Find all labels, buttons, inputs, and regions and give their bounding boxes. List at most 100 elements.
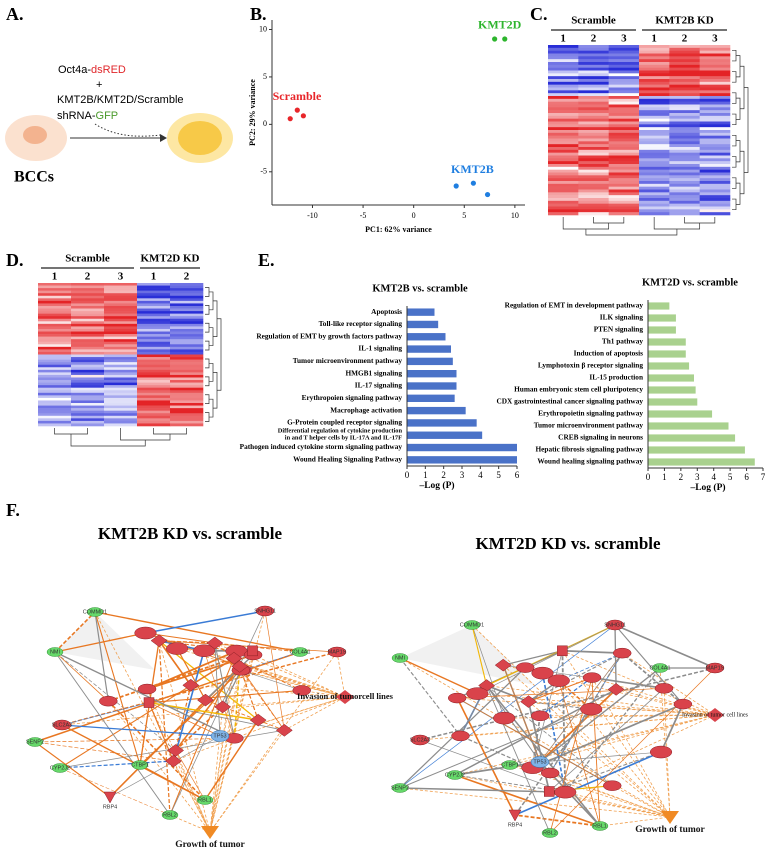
category-label: CDX gastrointestinal cancer signaling pa… xyxy=(497,397,644,406)
heatmap-cell xyxy=(669,73,700,77)
edge xyxy=(549,714,716,792)
text: dsRED xyxy=(91,64,126,76)
heatmap-cell xyxy=(669,45,700,49)
node xyxy=(501,760,519,770)
node xyxy=(391,783,409,793)
heatmap-cell xyxy=(608,198,640,202)
bar xyxy=(407,320,439,329)
node xyxy=(651,663,669,673)
node xyxy=(410,734,430,746)
heatmap-cell xyxy=(104,318,138,322)
node-label: CTBP1 xyxy=(501,762,519,768)
heatmap-cell xyxy=(71,303,105,307)
edge xyxy=(146,650,237,690)
node xyxy=(327,646,347,658)
edge xyxy=(172,650,205,762)
heatmap-cell xyxy=(669,203,700,207)
heatmap-cell xyxy=(104,364,138,368)
x-axis-label: –Log (P) xyxy=(418,480,454,491)
heatmap-cell xyxy=(608,98,640,102)
category-label: Wound Healing Signaling Pathway xyxy=(293,455,402,464)
heatmap-cell xyxy=(104,341,138,345)
edge xyxy=(528,652,623,703)
node xyxy=(541,828,559,838)
category-label: Regulation of EMT by growth factors path… xyxy=(256,331,402,340)
heatmap-cell xyxy=(639,206,670,210)
heatmap-cell xyxy=(548,147,579,151)
heatmap-cell xyxy=(71,418,105,422)
construct-text: KMT2B/KMT2D/Scramble xyxy=(57,94,184,106)
heatmap-cell xyxy=(639,138,670,142)
heatmap-cell xyxy=(104,395,138,399)
category-label: IL-15 production xyxy=(589,373,643,382)
heatmap-cell xyxy=(38,295,72,299)
edge xyxy=(616,689,716,716)
heatmap-cell xyxy=(548,59,579,63)
heatmap-cell xyxy=(639,64,670,68)
bar-chart: KMT2B vs. scramble Apoptosis Toll-like rec… xyxy=(240,283,520,491)
heatmap-cell xyxy=(699,141,731,145)
heatmap-cell xyxy=(38,328,72,332)
category-label: Differential regulation of cytokine prod… xyxy=(278,428,403,442)
heatmap-cell xyxy=(170,387,204,391)
heatmap-cell xyxy=(669,138,700,142)
node xyxy=(249,713,267,727)
heatmap-cell xyxy=(104,321,138,325)
heatmap-cell xyxy=(137,392,171,396)
heatmap-cell xyxy=(608,138,640,142)
heatmap-cell xyxy=(548,181,579,185)
heatmap-cell xyxy=(170,377,204,381)
heatmap-cell xyxy=(137,326,171,330)
heatmap-cell xyxy=(71,316,105,320)
category-label: Tumor microenvironment pathway xyxy=(534,421,644,430)
heatmap-cell xyxy=(104,415,138,419)
nodes xyxy=(391,619,725,838)
heatmap-cell xyxy=(608,96,640,100)
edge xyxy=(549,677,593,834)
heatmap-cell xyxy=(608,62,640,66)
heatmap-cell xyxy=(137,362,171,366)
heatmap-cell xyxy=(548,138,579,142)
x-tick-label: 7 xyxy=(761,472,766,482)
heatmap-cell xyxy=(104,385,138,388)
heatmap-cell xyxy=(104,367,138,371)
heatmap-cell xyxy=(669,79,700,83)
heatmap-cell xyxy=(71,385,105,388)
node xyxy=(466,687,489,700)
heatmap-cell xyxy=(608,104,640,108)
heatmap-cell xyxy=(608,127,640,131)
heatmap-cell xyxy=(639,130,670,134)
heatmap-cell xyxy=(38,408,72,411)
heatmap-cell xyxy=(699,144,731,148)
heatmap-cell xyxy=(548,70,579,74)
heatmap-cell xyxy=(548,113,579,117)
heatmap-cell xyxy=(608,206,640,210)
heatmap-cell xyxy=(548,56,579,60)
heatmap-cell xyxy=(137,318,171,322)
category-label: Erythropoien signaling pathway xyxy=(302,393,403,402)
heatmap-cell xyxy=(669,67,700,71)
heatmap-cell xyxy=(71,397,105,401)
heatmap-cell xyxy=(137,305,171,309)
heatmap-cell xyxy=(548,144,579,148)
heatmap-cell xyxy=(38,415,72,419)
edge xyxy=(59,760,174,769)
node xyxy=(150,634,168,647)
heatmap-cell xyxy=(71,367,105,371)
node-label: RBL1 xyxy=(198,797,212,803)
edge xyxy=(175,706,224,752)
edge xyxy=(94,611,109,702)
edge xyxy=(34,741,174,762)
heatmap-cell xyxy=(608,73,640,77)
edge xyxy=(205,654,254,701)
heatmap-cell xyxy=(639,166,670,170)
edge xyxy=(558,680,601,827)
node-label: CYP2J2 xyxy=(445,772,465,778)
heatmap-cell xyxy=(578,181,609,185)
network: KMT2D KD vs. scramble COMMD1 SNHG11 NMI COL4… xyxy=(391,534,749,838)
heatmap-cell xyxy=(170,341,204,345)
heatmap-cell xyxy=(104,298,138,302)
heatmap-cell xyxy=(639,200,670,204)
node xyxy=(165,754,182,768)
heatmap-cell xyxy=(669,64,700,68)
